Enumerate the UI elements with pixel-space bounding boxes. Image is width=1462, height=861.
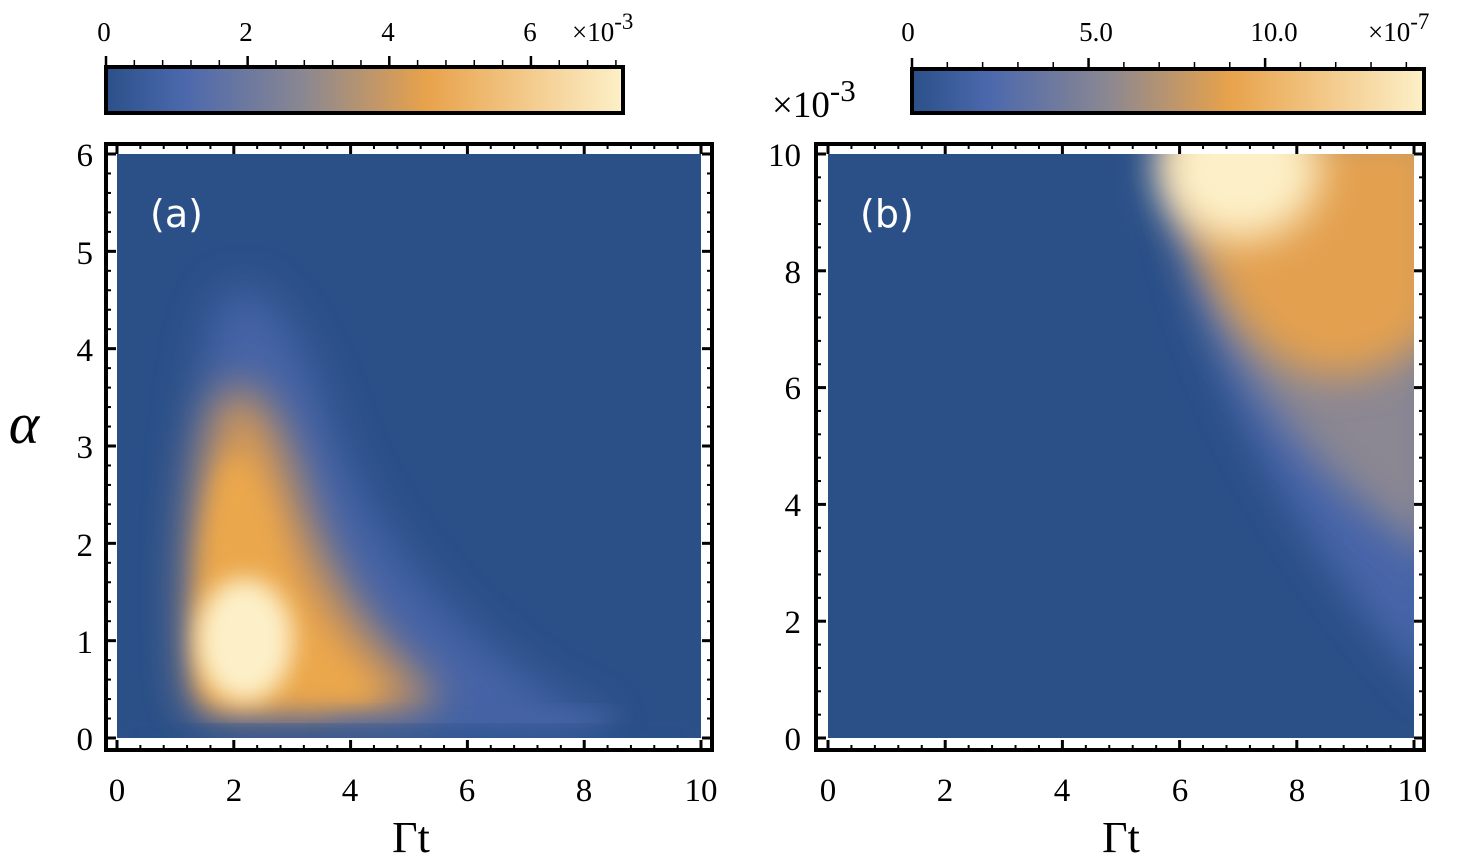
y-tick-label: 0 (77, 722, 94, 758)
colorbar-a-multiplier: ×10-3 (572, 9, 633, 47)
y-axis-multiplier-b: ×10-3 (772, 73, 856, 126)
plot-frame-b (814, 142, 1426, 752)
y-tick-label: 2 (785, 605, 802, 641)
colorbar-b-tick-label: 0 (901, 17, 915, 47)
heatmap-b-peak (1160, 154, 1320, 240)
y-tick-label: 4 (77, 333, 94, 369)
panel-label-a: (a) (150, 192, 203, 236)
colorbar-b-ticks (910, 58, 1408, 67)
x-tick-label: 0 (109, 773, 126, 809)
axis-ticks-b (816, 144, 1424, 750)
heatmap-a: (a) (104, 142, 714, 752)
y-tick-label: 2 (77, 528, 94, 564)
x-tick-label: 6 (459, 773, 476, 809)
y-tick-label: 8 (785, 255, 802, 291)
panel-label-b: (b) (860, 192, 914, 236)
y-tick-label: 3 (77, 430, 94, 466)
axis-ticks-a (106, 144, 712, 750)
x-tick-label: 0 (820, 773, 837, 809)
colorbar-b: 0 5.0 10.0 ×10-7 (901, 9, 1429, 115)
x-tick-label: 2 (937, 773, 954, 809)
colorbar-b-tick-label: 5.0 (1079, 17, 1113, 47)
colorbar-b-gradient (910, 67, 1426, 115)
colorbar-a: 0 2 4 6 ×10-3 (97, 9, 633, 115)
y-tick-label: 5 (77, 236, 94, 272)
panel-a: 0 2 4 6 ×10-3 (a) 0 1 (9, 9, 718, 861)
x-tick-label: 2 (226, 773, 243, 809)
y-tick-label: 1 (77, 625, 94, 661)
x-axis-b: 0 2 4 6 8 10 Γt (820, 773, 1431, 861)
colorbar-a-tick-label: 0 (97, 17, 111, 47)
colorbar-b-tick-label: 10.0 (1250, 17, 1297, 47)
x-tick-label: 10 (685, 773, 718, 809)
colorbar-a-gradient (104, 65, 625, 115)
x-tick-label: 10 (1398, 773, 1431, 809)
colorbar-a-tick-label: 6 (523, 17, 537, 47)
x-tick-label: 8 (1289, 773, 1306, 809)
y-tick-label: 6 (77, 138, 94, 174)
y-tick-label: 4 (785, 488, 802, 524)
x-axis-label-a: Γt (392, 813, 430, 861)
colorbar-a-tick-label: 2 (239, 17, 253, 47)
y-axis-a: 0 1 2 3 4 5 6 α (9, 138, 93, 758)
x-tick-label: 4 (342, 773, 359, 809)
x-tick-label: 8 (576, 773, 593, 809)
y-tick-label: 0 (785, 722, 802, 758)
x-axis-label-b: Γt (1102, 813, 1140, 861)
heatmap-b: (b) (814, 142, 1426, 752)
y-axis-b: 0 2 4 6 8 10 (768, 138, 801, 758)
heatmap-a-peak (197, 578, 293, 702)
colorbar-a-tick-label: 4 (381, 17, 395, 47)
heatmap-a-bottom-band (330, 711, 617, 733)
colorbar-a-ticks (104, 56, 617, 65)
panel-b: 0 5.0 10.0 ×10-7 ×10-3 (b) 0 2 4 6 8 (768, 9, 1431, 861)
x-tick-label: 4 (1054, 773, 1071, 809)
y-axis-label-a: α (9, 391, 41, 456)
y-tick-label: 10 (768, 138, 801, 174)
y-tick-label: 6 (785, 371, 802, 407)
x-tick-label: 6 (1172, 773, 1189, 809)
colorbar-b-multiplier: ×10-7 (1368, 9, 1429, 47)
x-axis-a: 0 2 4 6 8 10 Γt (109, 773, 718, 861)
